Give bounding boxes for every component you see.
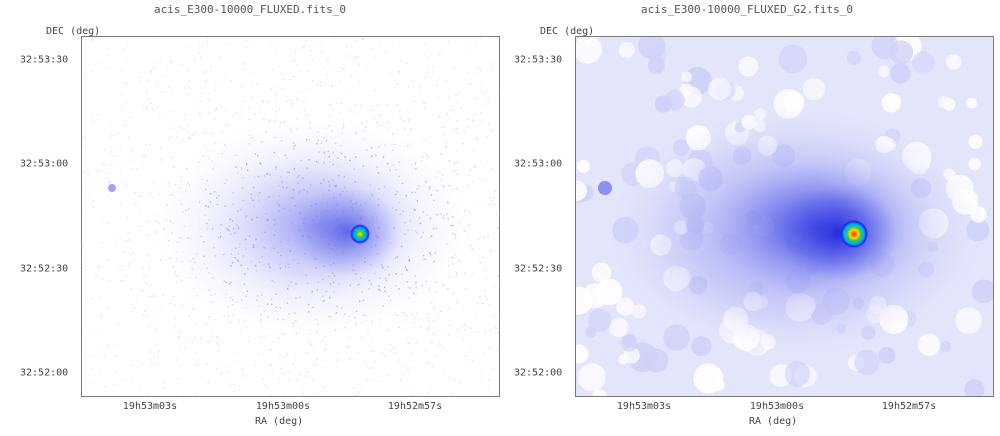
x-tick-label: 19h53m03s bbox=[122, 401, 178, 412]
left-panel: acis_E300-10000_FLUXED.fits_0 DEC (deg) … bbox=[20, 3, 500, 427]
y-tick-label: 32:52:00 bbox=[514, 367, 563, 379]
x-tick-label: 19h53m00s bbox=[255, 401, 311, 412]
image-plot-raw[interactable] bbox=[81, 36, 500, 397]
right-panel: acis_E300-10000_FLUXED_G2.fits_0 DEC (de… bbox=[494, 0, 1000, 436]
y-tick-label: 32:52:30 bbox=[20, 263, 69, 275]
y-tick-label: 32:53:30 bbox=[514, 54, 563, 66]
x-tick-label: 19h52m57s bbox=[881, 401, 937, 412]
y-tick-label: 32:53:00 bbox=[514, 158, 563, 170]
panel-title: acis_E300-10000_FLUXED_G2.fits_0 bbox=[641, 3, 853, 16]
x-axis-label: RA (deg) bbox=[749, 416, 798, 427]
image-plot-smoothed[interactable] bbox=[575, 36, 994, 397]
y-axis-label: DEC (deg) bbox=[540, 26, 595, 37]
smoothed-image-canvas bbox=[576, 37, 993, 396]
bright-source-core bbox=[840, 220, 868, 248]
y-tick-label: 32:52:00 bbox=[20, 367, 69, 379]
bright-source-core bbox=[350, 224, 370, 244]
faint-source-marker bbox=[108, 184, 116, 192]
faint-source-marker bbox=[598, 181, 612, 195]
y-tick-label: 32:52:30 bbox=[514, 263, 563, 275]
x-axis-label: RA (deg) bbox=[255, 416, 304, 427]
y-axis-label: DEC (deg) bbox=[46, 26, 101, 37]
x-tick-label: 19h52m57s bbox=[387, 401, 443, 412]
raw-image-canvas bbox=[82, 37, 499, 396]
x-tick-label: 19h53m00s bbox=[749, 401, 805, 412]
panel-title: acis_E300-10000_FLUXED.fits_0 bbox=[153, 3, 347, 16]
y-tick-label: 32:53:00 bbox=[20, 158, 69, 170]
x-tick-label: 19h53m03s bbox=[616, 401, 672, 412]
y-tick-label: 32:53:30 bbox=[20, 54, 69, 66]
